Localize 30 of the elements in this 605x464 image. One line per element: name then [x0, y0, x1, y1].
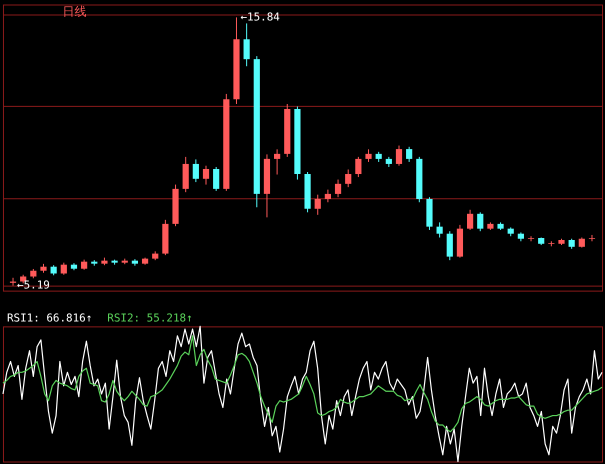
- candlestick: [60, 262, 67, 276]
- candlestick: [578, 236, 585, 248]
- candlestick: [365, 148, 372, 162]
- candlestick: [345, 168, 352, 188]
- candlestick: [406, 146, 412, 162]
- candlestick: [324, 189, 331, 203]
- candlestick: [477, 212, 484, 232]
- candlestick: [50, 264, 57, 276]
- candlestick: [192, 158, 199, 183]
- candlestick: [244, 22, 250, 67]
- candlestick: [202, 165, 210, 186]
- candlestick: [376, 151, 382, 162]
- candlestick: [81, 259, 88, 270]
- annotation: ←5.19: [17, 278, 50, 292]
- candlestick: [274, 148, 280, 176]
- candlestick: [436, 222, 443, 238]
- candlestick: [396, 145, 402, 166]
- series-label: RSI1: 66.816↑: [6, 311, 92, 324]
- candlestick: [334, 179, 342, 198]
- candlestick: [446, 230, 453, 261]
- candlestick: [568, 238, 575, 250]
- candlestick: [355, 156, 362, 178]
- candlestick: [30, 268, 36, 279]
- candlestick: [314, 194, 321, 216]
- candlestick: [466, 209, 474, 230]
- candlestick: [213, 166, 220, 192]
- series-label: RSI2: 55.218↑: [107, 311, 193, 324]
- chart-title: 日线: [62, 4, 87, 18]
- candlestick: [386, 156, 392, 168]
- annotation: ←15.84: [240, 10, 280, 24]
